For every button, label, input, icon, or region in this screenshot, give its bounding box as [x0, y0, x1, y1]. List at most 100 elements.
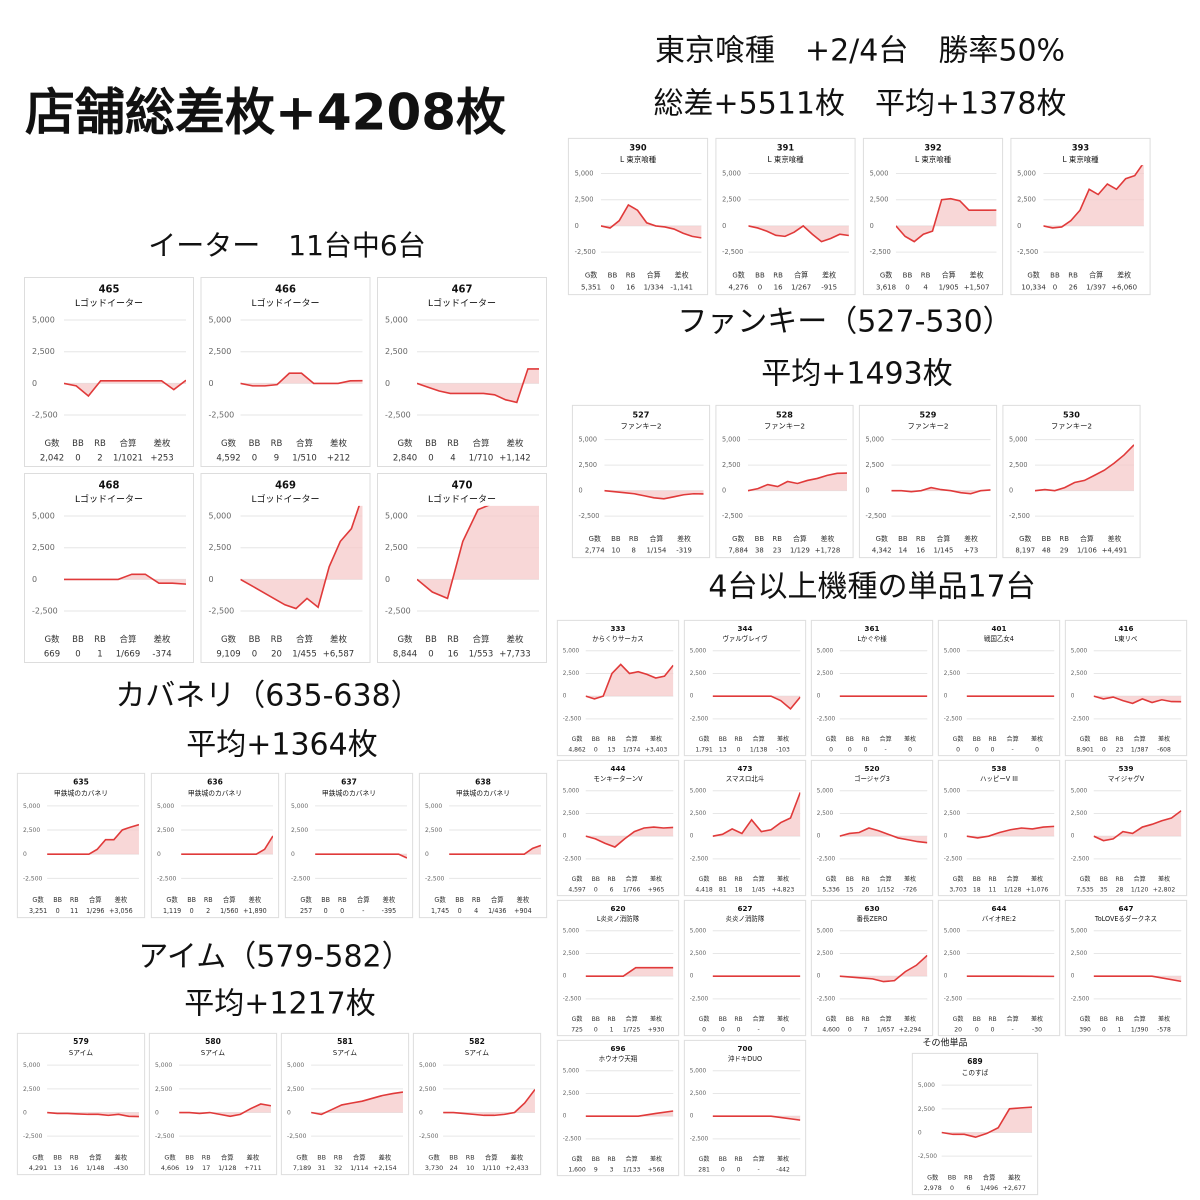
- stat-label: 差枚: [1031, 1015, 1043, 1023]
- balance-line: [1094, 811, 1182, 841]
- stat-value: 26: [1069, 282, 1078, 291]
- machine-number: 579: [73, 1037, 89, 1046]
- stat-label: BB: [846, 876, 854, 883]
- stat-label: 差枚: [1031, 735, 1043, 743]
- y-tick-label: 5,000: [1071, 788, 1088, 794]
- panel-border: [572, 405, 709, 557]
- y-tick-label: 2,500: [918, 1106, 935, 1113]
- stat-label: G数: [32, 1152, 44, 1161]
- stat-value: 35: [1100, 886, 1108, 893]
- stat-value: 7,884: [728, 547, 748, 555]
- y-tick-label: 2,500: [575, 196, 594, 204]
- stat-label: G数: [732, 270, 744, 279]
- balance-line: [1094, 696, 1182, 703]
- balance-area: [417, 368, 539, 403]
- y-tick-label: -2,500: [690, 1136, 709, 1142]
- stat-value: +965: [648, 886, 665, 893]
- stat-label: RB: [1115, 736, 1123, 743]
- y-tick-label: 0: [944, 694, 948, 700]
- y-tick-label: 5,000: [870, 169, 889, 177]
- y-tick-label: 5,000: [563, 1068, 580, 1074]
- y-tick-label: -2,500: [32, 605, 58, 615]
- stat-label: G数: [44, 633, 59, 645]
- stat-value: 1/710: [469, 453, 493, 463]
- stat-label: G数: [434, 895, 446, 904]
- stat-value: 1/148: [86, 1164, 104, 1172]
- stat-value: 6: [966, 1184, 970, 1192]
- stat-label: 差枚: [379, 1152, 392, 1161]
- stat-value: -608: [1157, 746, 1171, 753]
- stat-value: 14: [898, 547, 907, 555]
- stat-value: 1,745: [431, 907, 449, 915]
- y-tick-label: 2,500: [1071, 811, 1088, 817]
- stat-value: 5,351: [581, 282, 601, 291]
- y-tick-label: 5,000: [865, 436, 884, 444]
- balance-line: [713, 696, 801, 709]
- stat-label: RB: [204, 896, 213, 904]
- y-tick-label: 2,500: [865, 461, 884, 469]
- stat-value: 23: [1116, 746, 1124, 753]
- stat-value: 10,334: [1021, 282, 1046, 291]
- stat-label: 差枚: [650, 1155, 662, 1163]
- stat-value: 0: [737, 746, 741, 753]
- stat-label: BB: [973, 736, 981, 743]
- y-tick-label: 0: [1071, 694, 1075, 700]
- stat-label: G数: [1080, 1015, 1091, 1023]
- stat-value: 38: [755, 547, 764, 555]
- stat-label: G数: [589, 534, 601, 543]
- y-tick-label: 0: [722, 222, 726, 230]
- machine-panel: 470 Lゴッドイーター 5,000 2,500 0 -2,500 G数 8,844 BB 0 RB…: [378, 474, 547, 663]
- stat-label: 差枚: [675, 270, 689, 279]
- stat-value: -: [1012, 1026, 1014, 1033]
- stat-label: 差枚: [777, 875, 789, 883]
- y-tick-label: -2,500: [32, 409, 58, 419]
- stat-label: RB: [94, 439, 106, 449]
- y-tick-label: -2,500: [1071, 996, 1090, 1002]
- panel-border: [1003, 405, 1140, 557]
- stat-label: 差枚: [1158, 875, 1170, 883]
- stat-label: 差枚: [1008, 1172, 1021, 1181]
- y-tick-label: 0: [1071, 974, 1075, 980]
- stat-value: 9,109: [216, 649, 240, 659]
- stat-value: 3,730: [425, 1164, 443, 1172]
- y-tick-label: 2,500: [690, 811, 707, 817]
- y-tick-label: 0: [157, 851, 161, 858]
- stat-label: BB: [846, 736, 854, 743]
- stat-label: 合算: [793, 534, 807, 543]
- balance-line: [47, 825, 139, 855]
- stat-label: BB: [592, 1016, 600, 1023]
- stat-value: -: [758, 1026, 760, 1033]
- y-tick-label: 5,000: [1071, 928, 1088, 934]
- machine-number: 647: [1119, 904, 1134, 913]
- stat-value: 1/374: [623, 746, 641, 753]
- machine-number: 468: [99, 480, 120, 491]
- y-tick-label: 5,000: [918, 1082, 935, 1089]
- y-tick-label: 0: [1071, 834, 1075, 840]
- machine-number: 333: [611, 624, 626, 633]
- y-tick-label: 2,500: [157, 827, 174, 834]
- machine-number: 361: [865, 624, 880, 633]
- stat-label: 合算: [473, 633, 490, 645]
- stat-label: RB: [1115, 1016, 1123, 1023]
- stat-value: 0: [75, 453, 80, 463]
- stat-label: RB: [472, 896, 481, 904]
- stat-label: BB: [719, 1016, 727, 1023]
- stat-value: 0: [75, 649, 80, 659]
- machine-name: スマスロ北斗: [726, 775, 765, 783]
- y-tick-label: 5,000: [817, 788, 834, 794]
- machine-number: 390: [629, 143, 646, 153]
- stat-value: -1,141: [670, 282, 693, 291]
- stat-label: 合算: [223, 895, 236, 904]
- stat-value: 2,978: [924, 1184, 942, 1192]
- stat-value: 1: [97, 649, 102, 659]
- machine-number: 580: [205, 1037, 221, 1046]
- balance-area: [1034, 444, 1135, 491]
- stat-label: BB: [249, 635, 261, 645]
- stat-label: 差枚: [330, 437, 347, 449]
- balance-line: [586, 1111, 674, 1116]
- machine-panel: 644 バイオRE:2 5,000 2,500 0 -2,500 G数 20 BB 0 RB 0 合算 -…: [938, 900, 1059, 1035]
- stat-label: G数: [953, 735, 964, 743]
- machine-number: 689: [967, 1057, 982, 1066]
- stat-value: 1,119: [163, 907, 181, 915]
